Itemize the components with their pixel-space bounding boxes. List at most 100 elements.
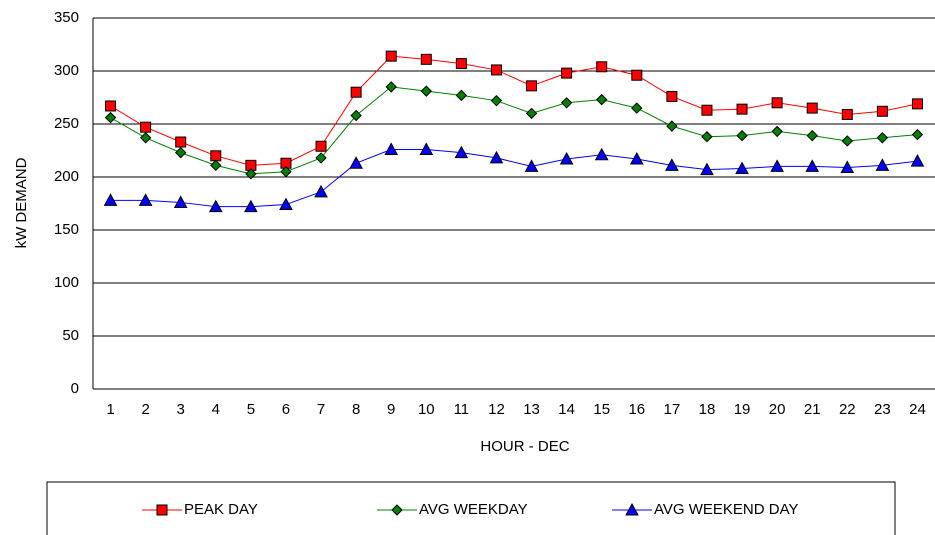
data-point (455, 89, 468, 102)
data-point (454, 145, 469, 159)
legend-label: AVG WEEKEND DAY (654, 501, 798, 518)
legend-label: PEAK DAY (184, 501, 258, 518)
y-tick-label: 350 (54, 9, 79, 26)
data-point (631, 102, 643, 114)
data-point (735, 161, 749, 175)
data-point (805, 159, 820, 172)
data-point (594, 147, 609, 161)
data-point (384, 142, 399, 155)
data-point (490, 94, 503, 107)
y-tick-label: 50 (62, 327, 79, 344)
data-point (210, 159, 222, 172)
data-point (173, 195, 188, 208)
x-tick-label: 9 (387, 401, 395, 418)
x-tick-label: 13 (523, 401, 540, 418)
x-tick-label: 17 (664, 401, 681, 418)
data-point (349, 156, 363, 169)
data-point (911, 98, 923, 110)
series-line (110, 86, 918, 175)
data-point (560, 97, 573, 109)
x-tick-label: 23 (874, 401, 891, 418)
data-point (910, 154, 925, 167)
data-point (210, 150, 222, 162)
data-point (771, 125, 783, 138)
x-tick-label: 5 (247, 401, 255, 418)
data-point (490, 64, 502, 76)
data-point (840, 160, 855, 173)
x-tick-label: 7 (317, 401, 325, 418)
data-point (385, 50, 397, 62)
data-point (526, 80, 538, 92)
legend-marker (625, 502, 639, 516)
y-tick-label: 100 (54, 274, 79, 291)
data-point (350, 86, 362, 98)
data-point (385, 81, 397, 93)
legend-marker (391, 504, 403, 516)
x-tick-label: 19 (734, 401, 751, 418)
data-point (596, 61, 608, 73)
data-point (561, 67, 573, 79)
data-point (525, 107, 538, 120)
x-tick-label: 6 (282, 401, 290, 418)
x-tick-label: 18 (699, 401, 716, 418)
x-tick-label: 10 (418, 401, 435, 418)
x-tick-label: 4 (212, 401, 220, 418)
data-point (559, 151, 574, 165)
y-tick-label: 0 (71, 380, 79, 397)
legend-box (46, 481, 896, 535)
data-point (350, 109, 362, 122)
y-tick-label: 200 (54, 168, 79, 185)
x-tick-label: 24 (909, 401, 926, 418)
data-point (806, 129, 818, 142)
x-tick-label: 2 (141, 401, 149, 418)
data-point (280, 165, 292, 178)
data-point (806, 102, 818, 114)
legend-label: AVG WEEKDAY (419, 501, 528, 518)
data-point (770, 159, 784, 172)
y-tick-label: 250 (54, 115, 79, 132)
data-point (701, 104, 713, 116)
data-point (771, 97, 783, 109)
x-tick-label: 20 (769, 401, 786, 418)
x-tick-label: 16 (628, 401, 645, 418)
legend-marker (156, 504, 168, 516)
y-axis-label: kW DEMAND (13, 157, 30, 248)
data-point (315, 140, 327, 152)
data-point (455, 58, 467, 70)
data-point (700, 162, 714, 176)
data-point (419, 142, 434, 155)
x-tick-label: 14 (558, 401, 575, 418)
x-tick-label: 3 (177, 401, 185, 418)
data-point (140, 121, 152, 133)
series-line (110, 55, 918, 166)
series-line (110, 148, 918, 208)
data-point (138, 193, 153, 206)
data-point (666, 120, 678, 132)
y-tick-label: 150 (54, 221, 79, 238)
x-tick-label: 11 (454, 401, 470, 418)
x-axis-label: HOUR - DEC (480, 438, 569, 455)
data-point (631, 69, 643, 81)
data-point (524, 159, 539, 172)
data-point (736, 103, 748, 115)
data-point (596, 93, 608, 106)
x-tick-label: 15 (593, 401, 610, 418)
data-point (665, 158, 679, 171)
y-tick-label: 300 (54, 62, 79, 79)
data-point (175, 136, 187, 148)
data-point (420, 53, 432, 65)
data-point (489, 150, 504, 164)
data-point (208, 199, 223, 213)
x-tick-label: 12 (488, 401, 505, 418)
data-point (841, 135, 853, 147)
data-point (139, 132, 152, 144)
data-point (175, 146, 187, 159)
x-tick-label: 8 (352, 401, 360, 418)
data-point (701, 131, 713, 143)
x-tick-label: 22 (839, 401, 856, 418)
data-point (876, 105, 888, 117)
x-tick-label: 21 (804, 401, 821, 418)
data-point (104, 111, 117, 124)
data-point (244, 199, 258, 213)
